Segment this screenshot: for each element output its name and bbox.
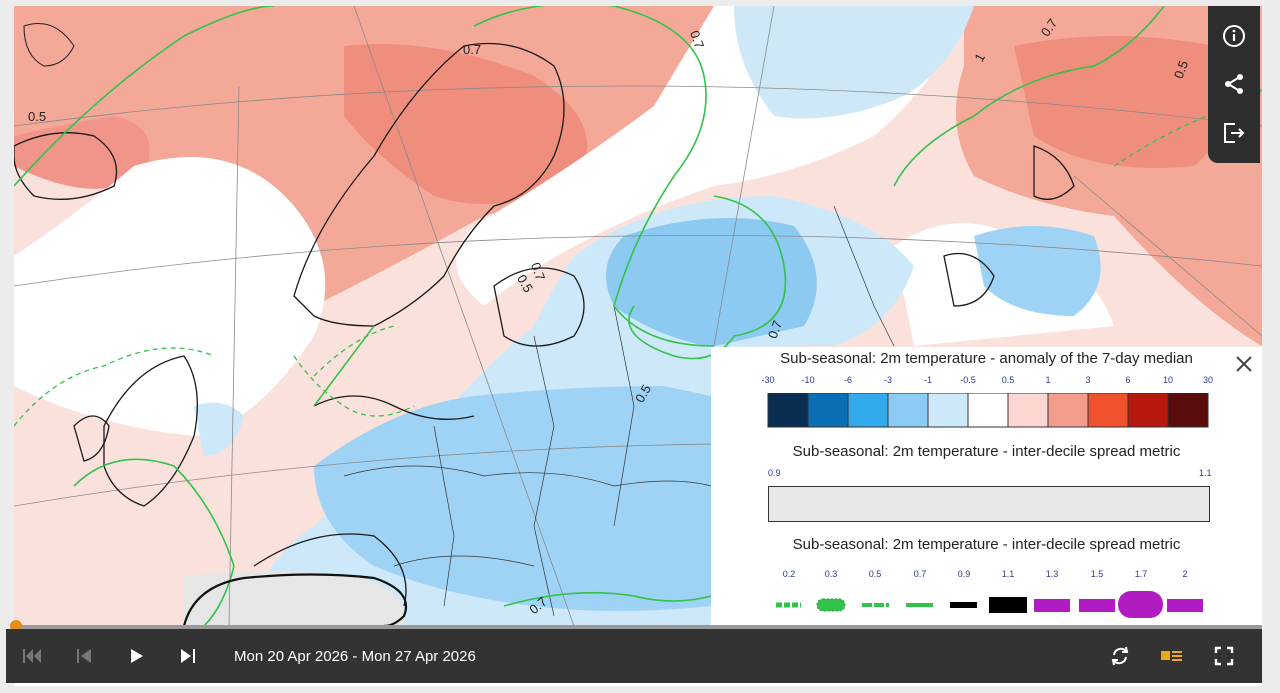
anomaly-color-cell [1127,393,1169,428]
step-back-button[interactable] [58,629,110,683]
legend-close-button[interactable] [1232,352,1256,376]
fullscreen-button[interactable] [1198,629,1250,683]
spread-line-tick-label: 0.5 [868,569,882,579]
export-icon [1224,122,1245,143]
loop-icon [1111,646,1129,666]
spread-colorbar [768,486,1210,522]
anomaly-color-cell [807,393,849,428]
step-back-icon [77,649,91,663]
anomaly-color-cell [1007,393,1049,428]
share-icon [1225,74,1243,95]
spread-bar-tick-max: 1.1 [1199,468,1212,478]
info-icon [1223,25,1245,48]
date-range-label: Mon 20 Apr 2026 - Mon 27 Apr 2026 [234,647,476,665]
temperature-anomaly-map[interactable]: 0.5 0.7 0.7 0.7 0.5 0.7 1 0.7 0.5 0.7 0.… [14,6,1262,626]
fullscreen-icon [1214,646,1234,666]
spread-line-tick-label: 0.2 [782,569,796,579]
legend-toggle-button[interactable] [1146,629,1198,683]
spread-line-tick-label: 0.3 [824,569,838,579]
spread-line-tick-label: 0.9 [957,569,971,579]
anomaly-tick-label: 10 [1162,375,1174,385]
contour-label: 0.5 [28,109,47,124]
anomaly-colorbar [767,393,1209,428]
info-button[interactable] [1216,18,1252,54]
anomaly-tick-label: 30 [1202,375,1214,385]
spread-lines-legend-title: Sub-seasonal: 2m temperature - inter-dec… [792,536,1181,553]
spread-line-tick-label: 1.3 [1045,569,1059,579]
anomaly-color-cell [1167,393,1209,428]
anomaly-color-cell [927,393,969,428]
anomaly-color-cell [1047,393,1089,428]
spread-line-tick-label: 1.1 [1001,569,1015,579]
anomaly-tick-label: 3 [1085,375,1091,385]
anomaly-color-cell [1087,393,1129,428]
anomaly-tick-label: -10 [801,375,815,385]
play-button[interactable] [110,629,162,683]
anomaly-tick-label: -0.5 [960,375,976,385]
anomaly-tick-label: -30 [761,375,775,385]
legend-panel: Sub-seasonal: 2m temperature - anomaly o… [711,347,1262,626]
anomaly-legend-title: Sub-seasonal: 2m temperature - anomaly o… [780,350,1193,367]
spread-bar-legend-title: Sub-seasonal: 2m temperature - inter-dec… [792,443,1181,460]
playback-controls: Mon 20 Apr 2026 - Mon 27 Apr 2026 [6,629,1262,683]
spread-bar-tick-min: 0.9 [768,468,781,478]
map-viewer: 0.5 0.7 0.7 0.7 0.5 0.7 1 0.7 0.5 0.7 0.… [6,6,1262,686]
contour-label: 0.7 [463,42,482,57]
anomaly-color-cell [847,393,889,428]
anomaly-tick-label: 0.5 [1001,375,1015,385]
map-sidebar [1208,6,1260,163]
anomaly-color-cell [887,393,929,428]
legend-toggle-icon [1161,651,1182,661]
anomaly-tick-label: -3 [883,375,893,385]
step-forward-icon [181,649,195,663]
skip-to-start-icon [23,649,41,663]
anomaly-color-cell [967,393,1009,428]
loop-button[interactable] [1094,629,1146,683]
play-icon [131,649,143,663]
map-canvas [14,6,1262,626]
anomaly-color-cell [767,393,809,428]
anomaly-tick-label: -1 [923,375,933,385]
step-forward-button[interactable] [162,629,214,683]
spread-line-styles [776,591,1203,618]
anomaly-tick-label: -6 [843,375,853,385]
skip-to-start-button[interactable] [6,629,58,683]
anomaly-tick-label: 1 [1045,375,1051,385]
anomaly-tick-label: 6 [1125,375,1131,385]
export-button[interactable] [1216,115,1252,151]
close-icon [1236,356,1252,372]
spread-line-tick-label: 1.5 [1090,569,1104,579]
spread-line-tick-label: 0.7 [913,569,927,579]
share-button[interactable] [1216,66,1252,102]
spread-line-tick-label: 1.7 [1134,569,1148,579]
spread-line-tick-label: 2 [1182,569,1188,579]
